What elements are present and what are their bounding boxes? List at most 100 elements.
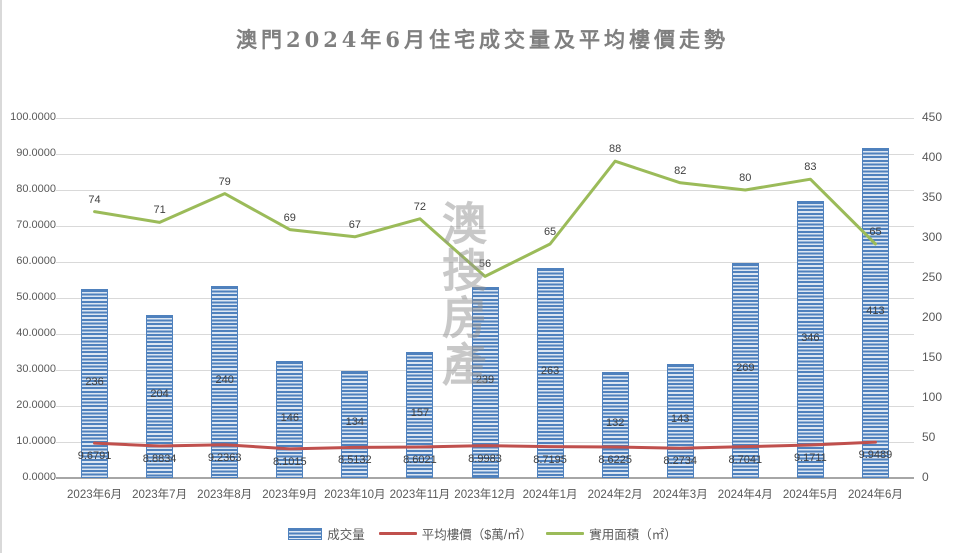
x-axis-tick-label: 2024年6月	[847, 489, 903, 501]
y-axis-left-tick-label: 80.0000	[16, 183, 56, 195]
area-point-label: 71	[153, 204, 166, 217]
gridline	[56, 226, 914, 227]
y-axis-left-tick-label: 40.0000	[16, 327, 56, 339]
y-axis-right-tick-label: 300	[922, 230, 943, 244]
area-point-label: 56	[478, 258, 492, 271]
price-point-label: 8.1015	[272, 455, 307, 468]
bar	[276, 361, 304, 478]
bar	[341, 370, 369, 478]
bar	[146, 314, 174, 478]
x-axis-tick-label: 2023年11月	[389, 489, 451, 501]
bar-value-label: 263	[540, 364, 560, 377]
area-point-label: 69	[283, 211, 296, 224]
legend-label-volume: 成交量	[327, 528, 365, 542]
bar	[666, 363, 694, 478]
y-axis-left-tick-label: 70.0000	[16, 219, 56, 231]
volume-series-swatch	[288, 527, 323, 540]
x-axis-tick-label: 2024年4月	[717, 489, 773, 501]
y-axis-left-tick-label: 90.0000	[16, 147, 56, 159]
y-axis-left-tick-label: 10.0000	[16, 435, 56, 447]
area-point-label: 80	[739, 172, 752, 184]
price-point-label: 9.2363	[207, 451, 242, 464]
price-point-label: 9.6791	[77, 450, 112, 463]
bar-value-label: 143	[671, 412, 690, 425]
y-axis-right-tick-label: 0	[922, 470, 929, 484]
legend-item-volume: 成交量	[288, 524, 365, 543]
x-axis-tick-label: 2024年5月	[782, 489, 838, 501]
x-axis-tick-label: 2023年10月	[324, 489, 386, 501]
bar-value-label: 240	[215, 374, 234, 386]
bar	[601, 372, 629, 478]
price-point-label: 8.6225	[598, 453, 632, 466]
bar	[731, 262, 759, 478]
bar	[406, 352, 434, 478]
y-axis-right-tick-label: 50	[922, 430, 936, 444]
area-point-label: 74	[88, 193, 101, 206]
y-axis-right-tick-label: 250	[922, 270, 943, 284]
y-axis-right-tick-label: 200	[922, 310, 943, 324]
price-point-label: 8.7195	[533, 453, 567, 466]
bar-value-label: 157	[410, 407, 430, 420]
price-point-label: 8.2734	[663, 455, 698, 468]
watermark-text: 澳搜房產	[434, 200, 487, 388]
legend-label-price: 平均樓價（$萬/㎡）	[421, 528, 533, 542]
legend: 成交量 平均樓價（$萬/㎡） 實用面積（㎡）	[0, 524, 965, 543]
bar-value-label: 132	[605, 417, 625, 430]
y-axis-left-tick-label: 20.0000	[16, 399, 56, 411]
x-axis-tick-label: 2024年2月	[587, 489, 643, 501]
bar-value-label: 146	[280, 411, 299, 424]
x-axis-tick-label: 2024年1月	[522, 489, 578, 501]
y-axis-right-tick-label: 100	[922, 390, 943, 404]
y-axis-left-tick-label: 50.0000	[16, 291, 56, 303]
bar-value-label: 413	[866, 304, 885, 317]
gridline	[56, 262, 914, 263]
bar-value-label: 269	[736, 362, 755, 375]
y-axis-right-tick-label: 450	[922, 110, 943, 124]
area-point-label: 79	[218, 175, 231, 188]
bar-value-label: 204	[150, 388, 169, 401]
price-point-label: 9.9489	[858, 449, 893, 462]
plot-area: 236 204 240 146 134 157 239 263 132 143 269 346 413 9…	[56, 118, 914, 479]
x-axis-tick-label: 2023年8月	[197, 489, 253, 501]
y-axis-right-tick-label: 150	[922, 350, 943, 364]
gridline	[56, 154, 914, 155]
area-line	[93, 159, 877, 278]
area-point-label: 83	[804, 161, 817, 174]
price-point-label: 8.6021	[403, 454, 437, 467]
x-axis-tick-label: 2023年12月	[454, 489, 516, 501]
left-edge-divider	[0, 0, 2, 553]
bar-value-label: 239	[475, 374, 495, 387]
x-axis-tick-label: 2023年9月	[262, 489, 318, 501]
price-point-label: 8.8834	[142, 453, 177, 466]
area-point-label: 67	[348, 218, 361, 231]
x-axis-tick-label: 2023年7月	[132, 489, 188, 501]
bar	[861, 147, 889, 478]
bar	[796, 201, 824, 478]
chart-title: 澳門2024年6月住宅成交量及平均樓價走勢	[235, 27, 730, 52]
price-series-swatch	[378, 532, 417, 535]
bar-value-label: 236	[85, 375, 104, 388]
y-axis-left-tick-label: 30.0000	[16, 363, 56, 375]
area-series-swatch	[546, 532, 585, 535]
bar-value-label: 134	[345, 416, 365, 429]
legend-item-price: 平均樓價（$萬/㎡）	[378, 524, 533, 543]
x-axis-line	[56, 477, 914, 479]
line-series-layer	[93, 159, 877, 451]
gridline	[56, 118, 914, 119]
y-axis-right-tick-label: 350	[922, 190, 943, 204]
legend-item-area: 實用面積（㎡）	[546, 524, 677, 543]
area-point-label: 82	[674, 164, 687, 177]
area-point-label: 72	[413, 200, 427, 213]
y-axis-left-tick-label: 60.0000	[16, 255, 56, 267]
bar	[536, 267, 564, 478]
area-point-label: 88	[609, 143, 622, 156]
area-point-label: 65	[869, 226, 882, 238]
price-point-label: 9.1711	[793, 451, 827, 464]
y-axis-left-tick-label: 100.0000	[10, 111, 56, 123]
area-point-label: 65	[543, 226, 557, 238]
x-axis-tick-label: 2023年6月	[67, 489, 123, 501]
price-point-label: 8.9983	[468, 452, 502, 465]
x-axis-tick-label: 2024年3月	[652, 489, 708, 501]
price-point-label: 8.7041	[728, 453, 763, 466]
